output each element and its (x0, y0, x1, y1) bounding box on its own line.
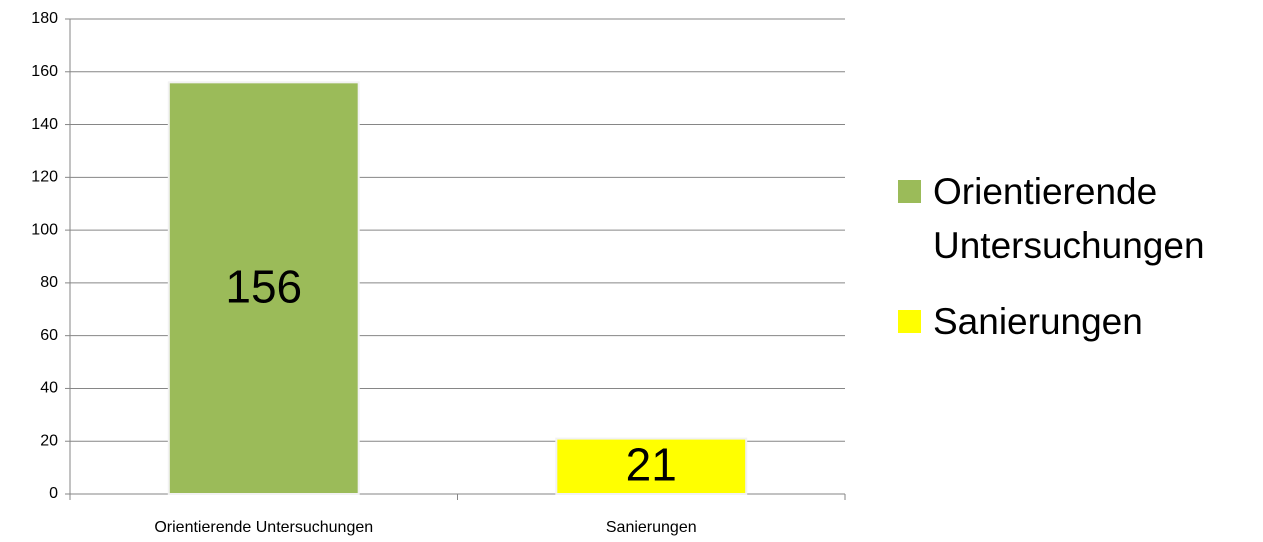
legend-item: Orientierende Untersuchungen (898, 165, 1258, 273)
bar (167, 81, 360, 495)
y-tick-label: 80 (40, 274, 58, 291)
y-tick-label: 140 (31, 116, 58, 133)
legend-label: Sanierungen (933, 301, 1143, 342)
legend-label: Orientierende Untersuchungen (933, 171, 1205, 266)
y-tick-label: 60 (40, 327, 58, 344)
y-tick-label: 120 (31, 169, 58, 186)
bar (555, 437, 748, 496)
legend-item: Sanierungen (898, 295, 1258, 349)
legend-swatch (898, 310, 921, 333)
y-tick-label: 180 (31, 10, 58, 27)
x-tick-label: Sanierungen (606, 519, 697, 536)
y-tick-label: 20 (40, 432, 58, 449)
legend-swatch (898, 180, 921, 203)
data-label: 156 (225, 260, 302, 312)
y-tick-label: 40 (40, 380, 58, 397)
chart: 0 20 40 60 80 100 120 140 160 180 Orientierende Un… (31, 10, 846, 536)
x-tick-label: Orientierende Untersuchungen (154, 519, 373, 536)
data-label: 21 (626, 438, 677, 490)
y-tick-label: 160 (31, 63, 58, 80)
y-tick-label: 100 (31, 221, 58, 238)
legend: Orientierende Untersuchungen Sanierungen (898, 165, 1258, 371)
y-tick-label: 0 (49, 485, 58, 502)
